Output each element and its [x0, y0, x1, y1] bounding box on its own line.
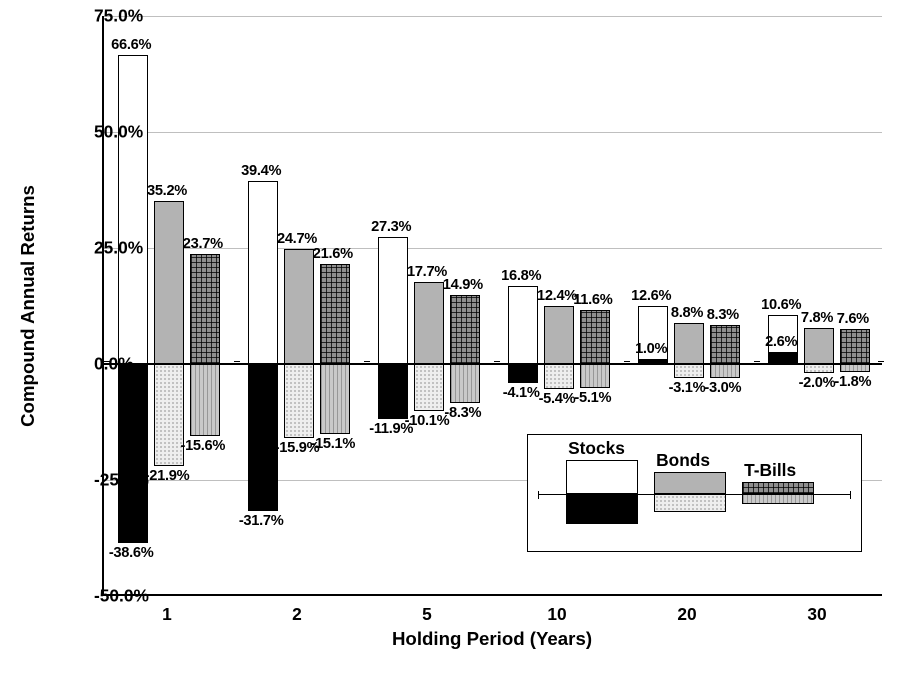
bar-min: [378, 364, 408, 419]
value-label-min: -31.7%: [239, 513, 284, 529]
bar-max: [674, 323, 704, 364]
bar-max: [580, 310, 610, 364]
value-label-min: 2.6%: [765, 334, 797, 350]
zero-axis-tick: [624, 361, 630, 362]
value-label-min: -15.1%: [310, 436, 355, 452]
legend-label: T-Bills: [744, 460, 796, 481]
bar-max: [508, 286, 538, 364]
value-label-min: -21.9%: [145, 468, 190, 484]
bar-min: [414, 364, 444, 411]
zero-axis-tick: [754, 361, 760, 362]
value-label-max: 8.3%: [707, 307, 739, 323]
bar-max: [284, 249, 314, 364]
gridline: [104, 16, 882, 17]
value-label-max: 7.6%: [837, 311, 869, 327]
gridline: [104, 132, 882, 133]
value-label-min: -1.8%: [834, 374, 871, 390]
bar-min: [840, 364, 870, 372]
x-tick-label: 20: [677, 604, 696, 625]
x-tick-label: 5: [422, 604, 432, 625]
y-axis-title: Compound Annual Returns: [17, 185, 39, 427]
value-label-max: 39.4%: [241, 163, 281, 179]
value-label-min: -15.6%: [180, 438, 225, 454]
value-label-min: 1.0%: [635, 341, 667, 357]
value-label-min: -8.3%: [444, 405, 481, 421]
bar-min: [248, 364, 278, 511]
bar-max: [450, 295, 480, 364]
legend-label: Bonds: [656, 450, 710, 471]
bar-min: [118, 364, 148, 543]
chart-viewport: Compound Annual Returns Holding Period (…: [0, 0, 911, 678]
value-label-max: 11.6%: [573, 292, 612, 308]
bar-max: [804, 328, 834, 364]
x-tick-label: 1: [162, 604, 172, 625]
bar-max: [378, 237, 408, 364]
bar-max: [320, 264, 350, 364]
bar-min: [450, 364, 480, 403]
value-label-max: 8.8%: [671, 305, 703, 321]
value-label-max: 16.8%: [501, 268, 541, 284]
bar-min: [508, 364, 538, 383]
bar-min: [320, 364, 350, 434]
bar-max: [414, 282, 444, 364]
bar-max: [118, 55, 148, 364]
legend-label: Stocks: [568, 438, 625, 459]
value-label-min: -10.1%: [405, 413, 450, 429]
bar-max: [190, 254, 220, 364]
legend-bar-max: [654, 472, 726, 494]
legend-bar-min: [566, 494, 638, 524]
bar-min: [284, 364, 314, 438]
legend-bar-max: [742, 482, 814, 494]
legend-bar-min: [654, 494, 726, 512]
bar-max: [710, 325, 740, 364]
x-axis-title: Holding Period (Years): [392, 628, 592, 650]
zero-axis-tick: [234, 361, 240, 362]
zero-axis-tick: [364, 361, 370, 362]
value-label-min: -4.1%: [503, 385, 540, 401]
zero-axis-tick: [878, 361, 884, 362]
value-label-min: -38.6%: [109, 545, 154, 561]
bar-max: [840, 329, 870, 364]
bar-min: [710, 364, 740, 378]
value-label-min: -3.1%: [669, 380, 706, 396]
bar-min: [580, 364, 610, 388]
bar-max: [154, 201, 184, 364]
value-label-max: 10.6%: [761, 297, 801, 313]
bar-min: [674, 364, 704, 378]
value-label-max: 66.6%: [111, 37, 151, 53]
value-label-max: 12.6%: [631, 288, 671, 304]
zero-axis-tick: [494, 361, 500, 362]
bar-min: [638, 359, 668, 364]
value-label-min: -3.0%: [704, 380, 741, 396]
value-label-min: -5.1%: [574, 390, 611, 406]
bar-max: [248, 181, 278, 364]
x-tick-label: 10: [547, 604, 566, 625]
bar-max: [544, 306, 574, 364]
value-label-max: 35.2%: [147, 183, 187, 199]
legend-box: Stocks Bonds T-Bills: [527, 434, 862, 553]
value-label-max: 7.8%: [801, 310, 833, 326]
value-label-max: 23.7%: [183, 236, 223, 252]
bar-min: [804, 364, 834, 373]
value-label-max: 14.9%: [443, 277, 483, 293]
value-label-max: 27.3%: [371, 219, 411, 235]
value-label-max: 17.7%: [407, 264, 447, 280]
value-label-min: -2.0%: [799, 375, 836, 391]
value-label-min: -5.4%: [539, 391, 576, 407]
bar-min: [768, 352, 798, 364]
legend-bar-min: [742, 494, 814, 504]
value-label-max: 12.4%: [537, 288, 577, 304]
bar-min: [154, 364, 184, 466]
value-label-max: 24.7%: [277, 231, 317, 247]
bar-min: [190, 364, 220, 436]
bar-min: [544, 364, 574, 389]
legend-bar-max: [566, 460, 638, 494]
x-tick-label: 30: [807, 604, 826, 625]
value-label-max: 21.6%: [313, 246, 353, 262]
x-tick-label: 2: [292, 604, 302, 625]
